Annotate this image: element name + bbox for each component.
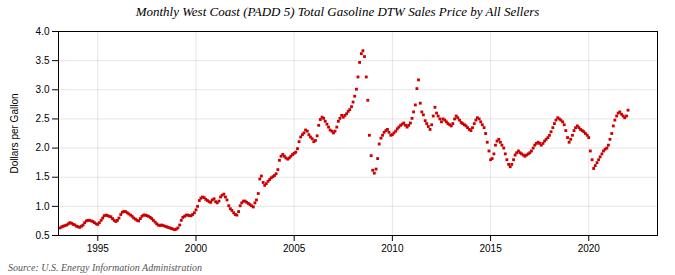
html-text:Source: U.S. Energy Informatio: Source: U.S. Energy Information Administ… [8,262,203,273]
svg-text:2020: 2020 [578,243,601,254]
svg-text:4.0: 4.0 [36,26,50,37]
svg-text:2.5: 2.5 [36,113,50,124]
svg-text:2000: 2000 [185,243,208,254]
svg-text:2005: 2005 [283,243,306,254]
svg-text:1.5: 1.5 [36,171,50,182]
svg-text:2.0: 2.0 [36,142,50,153]
svg-text:3.0: 3.0 [36,84,50,95]
svg-text:2015: 2015 [479,243,502,254]
html-text:Monthly West Coast (PADD 5) To: Monthly West Coast (PADD 5) Total Gasoli… [135,4,540,19]
svg-text:0.5: 0.5 [36,230,50,241]
svg-text:Dollars per Gallon: Dollars per Gallon [9,93,20,173]
svg-text:1.0: 1.0 [36,201,50,212]
svg-text:1995: 1995 [87,243,110,254]
svg-text:3.5: 3.5 [36,55,50,66]
svg-text:2010: 2010 [381,243,404,254]
